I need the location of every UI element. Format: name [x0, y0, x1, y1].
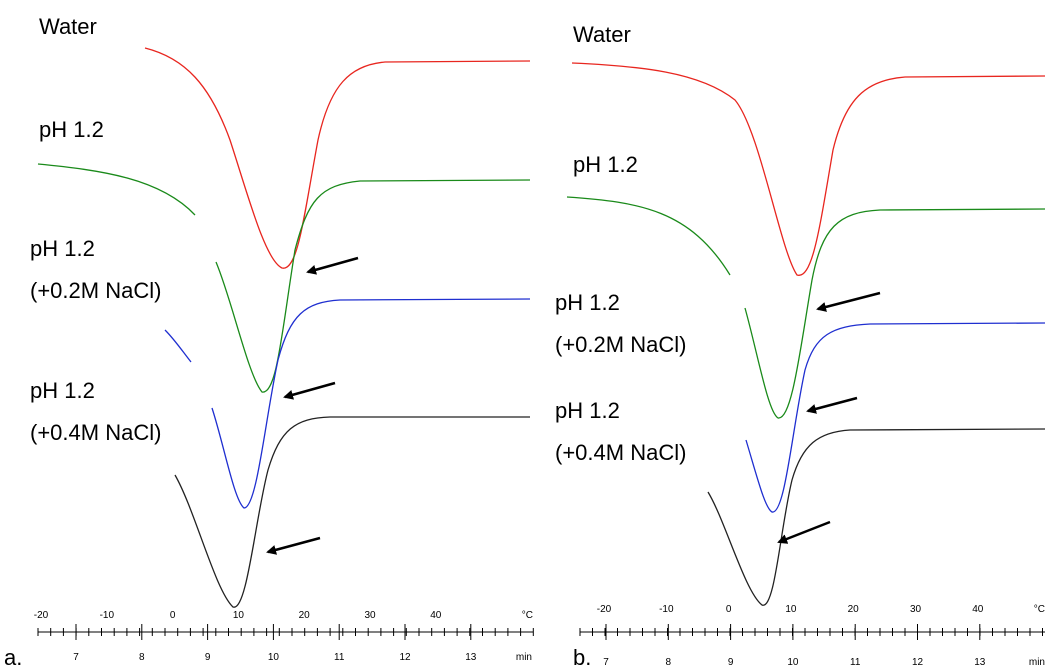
panel-a: Water pH 1.2 pH 1.2 (+0.2M NaCl) pH 1.2 … [4, 14, 534, 670]
temp-tick-label: 10 [233, 610, 245, 621]
time-tick-label: 8 [139, 652, 145, 663]
time-tick-label: 11 [850, 657, 861, 668]
panel-label-b: b. [573, 645, 591, 670]
curve-ph12-b [566, 196, 731, 276]
label-nacl02-b-l1: pH 1.2 [555, 290, 620, 315]
curve-water-a [144, 47, 531, 269]
temp-tick-label: -20 [597, 604, 612, 615]
time-tick-label: 13 [465, 652, 477, 663]
label-nacl04-b-l1: pH 1.2 [555, 398, 620, 423]
time-tick-label: 10 [268, 652, 280, 663]
arrow-b-3 [777, 520, 831, 544]
time-tick-label: 11 [334, 652, 345, 663]
arrow-a-3 [266, 536, 321, 555]
panel-b: Water pH 1.2 pH 1.2 (+0.2M NaCl) pH 1.2 … [555, 22, 1046, 670]
curve-water-b [571, 62, 1046, 276]
curve-ph12-b-2 [744, 208, 1046, 419]
time-tick-label: 7 [73, 652, 79, 663]
label-ph12-a: pH 1.2 [39, 117, 104, 142]
curve-ph12-a [37, 163, 196, 216]
temp-tick-label: -10 [659, 604, 674, 615]
temp-tick-label: -20 [34, 610, 49, 621]
temp-tick-label: 20 [299, 610, 311, 621]
curve-nacl02-a [164, 329, 192, 363]
label-nacl02-b-l2: (+0.2M NaCl) [555, 332, 686, 357]
arrow-a-1 [306, 256, 359, 275]
temp-axis-b: -20 -10 0 10 20 30 40 °C [597, 604, 1045, 615]
temp-tick-label: 30 [910, 604, 922, 615]
temp-tick-label: 10 [785, 604, 797, 615]
label-water-a: Water [39, 14, 97, 39]
time-tick-label: 12 [912, 657, 924, 668]
label-water-b: Water [573, 22, 631, 47]
temp-tick-label: 0 [726, 604, 732, 615]
temp-tick-label: 40 [430, 610, 442, 621]
temp-tick-label: 20 [848, 604, 860, 615]
time-unit-label: min [1029, 657, 1045, 668]
panel-label-a: a. [4, 645, 22, 670]
curve-nacl02-a-2 [211, 298, 531, 509]
temp-unit-label: °C [1034, 604, 1045, 615]
temp-axis-a: -20 -10 0 10 20 30 40 °C [34, 610, 533, 621]
arrow-a-2 [283, 381, 336, 400]
time-tick-label: 7 [603, 657, 609, 668]
label-nacl04-a-l2: (+0.4M NaCl) [30, 420, 161, 445]
time-tick-label: 8 [666, 657, 672, 668]
time-unit-label: min [516, 652, 532, 663]
temp-unit-label: °C [522, 610, 533, 621]
label-ph12-b: pH 1.2 [573, 152, 638, 177]
time-axis-a: 7 8 9 10 11 12 13 min [37, 624, 534, 663]
temp-tick-label: 40 [972, 604, 984, 615]
curve-nacl04-a [174, 416, 530, 608]
label-nacl02-a-l1: pH 1.2 [30, 236, 95, 261]
time-tick-label: 9 [205, 652, 211, 663]
curve-nacl04-b [707, 428, 1046, 606]
arrow-b-1 [816, 291, 881, 312]
label-nacl02-a-l2: (+0.2M NaCl) [30, 278, 161, 303]
curve-ph12-a-2 [215, 179, 531, 393]
temp-tick-label: 0 [170, 610, 176, 621]
time-tick-label: 13 [974, 657, 986, 668]
temp-tick-label: 30 [364, 610, 376, 621]
arrow-b-2 [806, 396, 858, 414]
time-axis-b: 7 8 9 10 11 12 13 min [579, 624, 1045, 668]
time-tick-label: 9 [728, 657, 734, 668]
curve-nacl02-b [745, 322, 1046, 513]
label-nacl04-b-l2: (+0.4M NaCl) [555, 440, 686, 465]
temp-tick-label: -10 [100, 610, 115, 621]
label-nacl04-a-l1: pH 1.2 [30, 378, 95, 403]
time-tick-label: 12 [399, 652, 411, 663]
time-tick-label: 10 [787, 657, 799, 668]
